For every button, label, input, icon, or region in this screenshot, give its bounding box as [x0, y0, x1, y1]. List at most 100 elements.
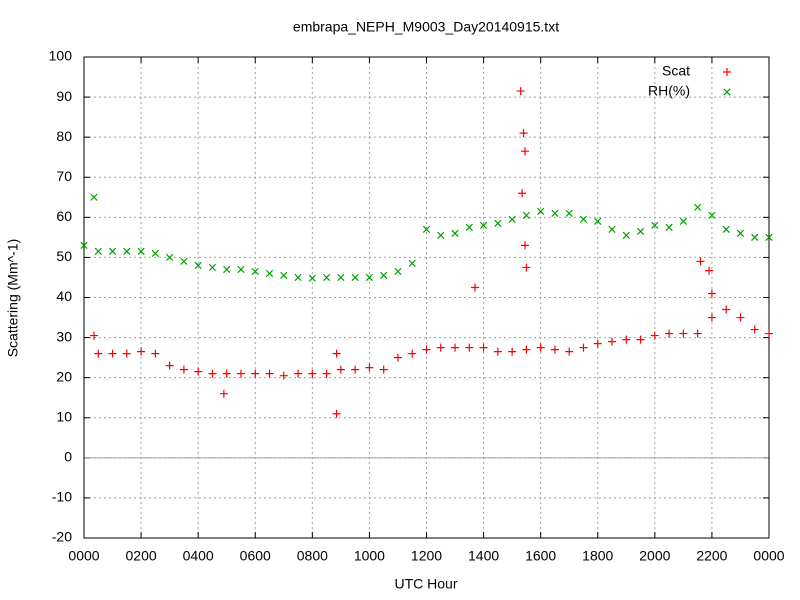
point [651, 221, 659, 229]
point [337, 273, 345, 282]
y-tick-label: -20 [52, 529, 72, 545]
point [722, 305, 731, 314]
y-tick-label: 100 [49, 48, 73, 64]
point [336, 365, 345, 374]
x-tick-label: 1000 [354, 548, 385, 564]
point [194, 367, 203, 376]
x-tick-label: 0000 [68, 548, 99, 564]
point [751, 233, 759, 241]
point [265, 369, 274, 378]
point [436, 343, 445, 352]
plot-frame [83, 56, 770, 539]
point [332, 349, 341, 358]
point [765, 233, 773, 241]
point [696, 257, 705, 266]
point [208, 369, 217, 378]
point [393, 353, 402, 362]
point [137, 347, 146, 356]
point [650, 331, 659, 340]
point [251, 267, 259, 276]
point [322, 273, 331, 282]
x-tick-label: 2000 [639, 548, 670, 564]
point [179, 365, 188, 374]
point [151, 249, 159, 258]
point [508, 347, 517, 356]
legend-marker [723, 68, 731, 76]
point [208, 263, 217, 272]
y-tick-label: 70 [56, 168, 72, 184]
point [80, 241, 88, 250]
point [194, 261, 202, 270]
point [707, 313, 716, 322]
point [636, 335, 645, 344]
x-tick-label: 0600 [240, 548, 271, 564]
point [451, 343, 460, 352]
point [522, 211, 531, 219]
point [308, 274, 316, 282]
point [608, 225, 616, 233]
point [705, 266, 714, 275]
point [165, 361, 174, 370]
point [516, 87, 525, 96]
point [679, 329, 688, 338]
point [622, 335, 631, 344]
point [237, 265, 245, 274]
point [151, 349, 160, 358]
point [123, 247, 131, 256]
point [536, 343, 545, 352]
point [594, 217, 602, 225]
point [750, 325, 759, 334]
x-tick-label: 1400 [468, 548, 499, 564]
y-tick-label: 40 [56, 288, 72, 304]
point [223, 265, 231, 274]
point [90, 193, 98, 201]
point [308, 369, 317, 378]
y-tick-label: 60 [56, 208, 72, 224]
point [736, 229, 745, 237]
point [636, 227, 645, 235]
point [608, 337, 617, 346]
point [508, 215, 516, 223]
point [294, 273, 302, 282]
point [365, 273, 374, 282]
point [471, 283, 480, 292]
point [679, 217, 687, 225]
legend-marker [723, 88, 731, 96]
x-tick-label: 1200 [411, 548, 442, 564]
point [493, 347, 502, 356]
x-tick-label: 2200 [696, 548, 727, 564]
legend-label: Scat [662, 63, 690, 79]
point [565, 347, 574, 356]
point [665, 329, 674, 338]
point [593, 339, 602, 348]
point [180, 257, 188, 266]
point [519, 129, 528, 138]
point [520, 147, 529, 156]
y-tick-label: 20 [56, 368, 72, 384]
y-tick-label: 90 [56, 88, 72, 104]
point [408, 259, 416, 268]
point [520, 241, 529, 250]
point [394, 267, 402, 276]
x-tick-label: 0400 [183, 548, 214, 564]
point [422, 345, 431, 354]
point [479, 343, 488, 352]
point [222, 369, 231, 378]
chart-title: embrapa_NEPH_M9003_Day20140915.txt [293, 19, 559, 35]
point [351, 273, 359, 282]
point [351, 365, 360, 374]
y-tick-label: 30 [56, 328, 72, 344]
x-tick-label: 0000 [753, 548, 784, 564]
point [765, 329, 773, 338]
point [108, 247, 117, 256]
point [494, 219, 502, 227]
point [622, 231, 630, 239]
point [551, 209, 559, 217]
point [332, 409, 341, 418]
point [236, 369, 245, 378]
point [279, 371, 288, 380]
y-tick-label: 80 [56, 128, 72, 144]
point [137, 247, 145, 256]
